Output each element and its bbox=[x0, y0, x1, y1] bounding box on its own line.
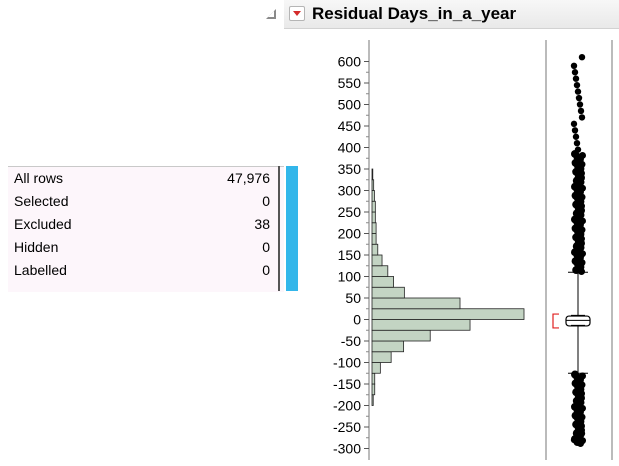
row-label-excluded: Excluded bbox=[14, 216, 72, 232]
outlier-point bbox=[574, 88, 582, 95]
row-states-color-bar bbox=[286, 166, 298, 291]
red-triangle-menu-icon[interactable] bbox=[289, 6, 305, 21]
outlier-point bbox=[570, 436, 578, 444]
outlier-point bbox=[573, 140, 581, 147]
histogram-bar bbox=[371, 362, 381, 374]
report-title-bar bbox=[284, 0, 619, 29]
y-tick-label: 50 bbox=[345, 290, 361, 306]
y-tick-label: 400 bbox=[338, 140, 362, 156]
y-tick-label: 350 bbox=[338, 161, 362, 177]
outlier-point bbox=[575, 404, 583, 411]
row-value-all-rows: 47,976 bbox=[227, 170, 270, 186]
box-plot-box bbox=[565, 315, 591, 327]
outlier-point bbox=[571, 69, 579, 76]
histogram-bar bbox=[371, 276, 394, 288]
y-tick-label: 0 bbox=[353, 312, 361, 328]
row-value-hidden: 0 bbox=[262, 239, 270, 255]
histogram-bar bbox=[371, 351, 392, 363]
histogram bbox=[371, 168, 525, 406]
y-tick-label: 500 bbox=[338, 97, 362, 113]
outlier-point bbox=[571, 127, 579, 134]
outlier-point bbox=[570, 120, 578, 128]
row-label-labelled: Labelled bbox=[14, 262, 67, 278]
histogram-bar bbox=[371, 200, 376, 213]
histogram-bar bbox=[371, 308, 525, 320]
histogram-bar bbox=[371, 254, 383, 267]
row-value-labelled: 0 bbox=[262, 262, 270, 278]
y-axis: 600550500450400350300250200150100500-50-… bbox=[333, 40, 370, 460]
histogram-bar bbox=[371, 286, 405, 299]
y-tick-label: -150 bbox=[333, 376, 361, 392]
row-label-selected: Selected bbox=[14, 193, 69, 209]
histogram-bar bbox=[371, 222, 377, 234]
outlier-point bbox=[572, 133, 580, 140]
shortest-half-bracket bbox=[552, 313, 559, 329]
row-states-panel: All rows 47,976 Selected 0 Excluded 38 H… bbox=[8, 166, 284, 292]
box-plot bbox=[545, 40, 613, 460]
outlier-point bbox=[578, 430, 586, 437]
histogram-bar bbox=[371, 340, 405, 353]
row-value-selected: 0 bbox=[262, 193, 270, 209]
y-tick-label: 200 bbox=[338, 226, 362, 242]
histogram-bar bbox=[371, 297, 461, 310]
y-tick-label: -50 bbox=[341, 333, 361, 349]
histogram-bar bbox=[371, 243, 379, 256]
histogram-bar bbox=[371, 233, 377, 245]
y-tick-label: 600 bbox=[338, 54, 362, 70]
y-tick-label: -250 bbox=[333, 419, 361, 435]
y-tick-label: 150 bbox=[338, 247, 362, 263]
y-tick-label: 300 bbox=[338, 183, 362, 199]
y-tick-label: 100 bbox=[338, 269, 362, 285]
y-tick-label: -300 bbox=[333, 441, 361, 457]
histogram-bar bbox=[371, 168, 374, 181]
outlier-point bbox=[570, 62, 578, 69]
y-tick-label: -100 bbox=[333, 355, 361, 371]
histogram-bar bbox=[371, 394, 374, 406]
row-states-divider bbox=[278, 166, 280, 291]
histogram-bar bbox=[371, 383, 376, 396]
outlier-point bbox=[576, 415, 584, 422]
histogram-bar bbox=[371, 211, 376, 224]
disclosure-triangle-icon[interactable] bbox=[266, 9, 276, 19]
histogram-bar bbox=[371, 179, 375, 191]
outlier-point bbox=[573, 81, 581, 89]
histogram-bar bbox=[371, 190, 375, 202]
row-label-all-rows: All rows bbox=[14, 170, 64, 186]
histogram-bar bbox=[371, 372, 376, 385]
outlier-point bbox=[578, 54, 586, 61]
outlier-point bbox=[578, 114, 586, 121]
histogram-bar bbox=[371, 265, 389, 277]
outlier-point bbox=[577, 440, 584, 448]
outlier-point bbox=[572, 75, 580, 82]
outlier-point bbox=[575, 94, 583, 102]
row-label-hidden: Hidden bbox=[14, 239, 59, 255]
histogram-bar bbox=[371, 319, 471, 331]
y-tick-label: 450 bbox=[338, 118, 362, 134]
y-tick-label: 250 bbox=[338, 204, 362, 220]
row-value-excluded: 38 bbox=[254, 216, 270, 232]
histogram-bar bbox=[371, 329, 431, 342]
y-tick-label: -200 bbox=[333, 398, 361, 414]
outlier-point bbox=[576, 101, 584, 108]
y-tick-label: 550 bbox=[338, 75, 362, 91]
outlier-point bbox=[577, 423, 585, 431]
report-title: Residual Days_in_a_year bbox=[312, 4, 517, 23]
outlier-point bbox=[578, 268, 585, 276]
outlier-point bbox=[577, 107, 585, 115]
outlier-point bbox=[574, 146, 582, 153]
